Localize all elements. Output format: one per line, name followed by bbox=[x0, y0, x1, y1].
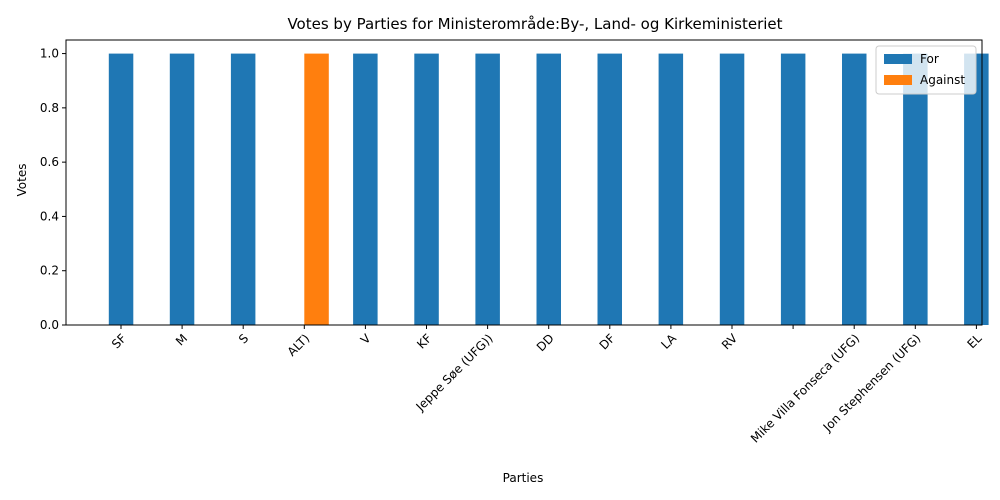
bar-for-1 bbox=[169, 53, 195, 325]
x-tick-label: SF bbox=[109, 331, 129, 351]
legend: For Against bbox=[875, 45, 977, 95]
x-tick-label: Mike Villa Fonseca (UFG) bbox=[748, 331, 862, 445]
x-tick-label: ALT) bbox=[285, 331, 313, 359]
legend-swatch-against bbox=[884, 75, 912, 85]
y-tick-label: 0.8 bbox=[40, 101, 59, 115]
bar-for-10 bbox=[719, 53, 745, 325]
bar-for-0 bbox=[108, 53, 134, 325]
x-tick-label: V bbox=[358, 331, 374, 347]
bar-for-2 bbox=[230, 53, 256, 325]
x-tick-label: Jon Stephensen (UFG) bbox=[820, 331, 924, 435]
chart-title: Votes by Parties for Ministerområde:By-,… bbox=[287, 15, 782, 33]
x-tick-label: KF bbox=[414, 331, 434, 351]
x-tick-label: LA bbox=[658, 331, 679, 352]
bar-for-8 bbox=[597, 53, 622, 325]
bar-for-6 bbox=[475, 53, 500, 325]
bar-for-13 bbox=[903, 53, 928, 325]
y-tick-label: 0.6 bbox=[40, 155, 59, 169]
bar-for-12 bbox=[842, 53, 867, 325]
x-tick-label: S bbox=[236, 331, 251, 346]
x-tick-label: DD bbox=[534, 331, 557, 354]
y-tick-label: 0.2 bbox=[40, 264, 59, 278]
legend-label-against: Against bbox=[920, 73, 965, 87]
bar-for-7 bbox=[536, 53, 561, 325]
legend-label-for: For bbox=[920, 52, 939, 66]
x-axis-label: Parties bbox=[503, 471, 544, 485]
bar-for-5 bbox=[414, 53, 439, 325]
bar-against-3 bbox=[304, 53, 329, 325]
y-tick-label: 0.4 bbox=[40, 209, 59, 223]
y-tick-label: 1.0 bbox=[40, 47, 59, 61]
x-tick-label: DF bbox=[597, 331, 618, 352]
bar-for-9 bbox=[658, 53, 684, 325]
legend-swatch-for bbox=[884, 54, 912, 64]
y-axis-label: Votes bbox=[15, 164, 29, 197]
bar-for-11 bbox=[780, 53, 806, 325]
plot-frame bbox=[65, 39, 983, 326]
y-tick-label: 0.0 bbox=[40, 318, 59, 332]
bar-for-14 bbox=[964, 53, 989, 325]
x-tick-label: M bbox=[173, 331, 190, 348]
bar-for-4 bbox=[353, 53, 378, 325]
x-tick-label: RV bbox=[719, 331, 741, 353]
x-tick-label: EL bbox=[965, 331, 985, 351]
